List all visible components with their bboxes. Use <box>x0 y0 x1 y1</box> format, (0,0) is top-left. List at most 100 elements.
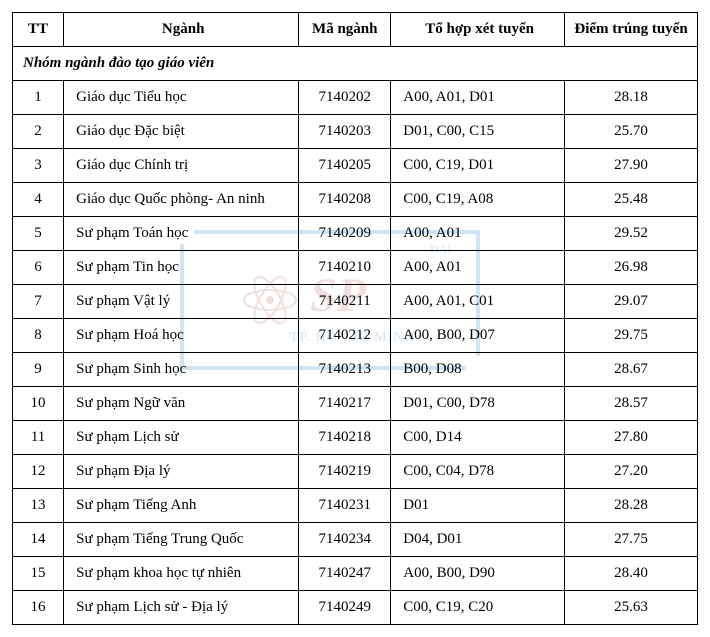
cell-combo: A00, A01 <box>391 217 565 251</box>
cell-combo: A00, A01 <box>391 251 565 285</box>
cell-tt: 16 <box>13 591 64 625</box>
cell-tt: 4 <box>13 183 64 217</box>
cell-combo: D04, D01 <box>391 523 565 557</box>
table-row: 8Sư phạm Hoá học7140212A00, B00, D0729.7… <box>13 319 698 353</box>
cell-code: 7140231 <box>299 489 391 523</box>
cell-score: 28.40 <box>565 557 698 591</box>
group-label: Nhóm ngành đào tạo giáo viên <box>13 47 698 81</box>
table-row: 1Giáo dục Tiểu học7140202A00, A01, D0128… <box>13 81 698 115</box>
cell-name: Giáo dục Chính trị <box>64 149 299 183</box>
header-code: Mã ngành <box>299 13 391 47</box>
cell-tt: 15 <box>13 557 64 591</box>
cell-code: 7140219 <box>299 455 391 489</box>
cell-name: Sư phạm khoa học tự nhiên <box>64 557 299 591</box>
cell-code: 7140208 <box>299 183 391 217</box>
header-tt: TT <box>13 13 64 47</box>
cell-name: Sư phạm Hoá học <box>64 319 299 353</box>
cell-name: Sư phạm Vật lý <box>64 285 299 319</box>
cell-score: 25.48 <box>565 183 698 217</box>
cell-tt: 1 <box>13 81 64 115</box>
table-row: 6Sư phạm Tin học7140210A00, A0126.98 <box>13 251 698 285</box>
cell-score: 27.20 <box>565 455 698 489</box>
cell-code: 7140249 <box>299 591 391 625</box>
cell-code: 7140209 <box>299 217 391 251</box>
cell-tt: 9 <box>13 353 64 387</box>
cell-code: 7140234 <box>299 523 391 557</box>
table-row: 12Sư phạm Địa lý7140219C00, C04, D7827.2… <box>13 455 698 489</box>
cell-score: 25.63 <box>565 591 698 625</box>
cell-combo: C00, C19, D01 <box>391 149 565 183</box>
cell-combo: C00, C19, A08 <box>391 183 565 217</box>
table-row: 13Sư phạm Tiếng Anh7140231D0128.28 <box>13 489 698 523</box>
cell-code: 7140218 <box>299 421 391 455</box>
header-score: Điểm trúng tuyển <box>565 13 698 47</box>
cell-tt: 7 <box>13 285 64 319</box>
cell-name: Sư phạm Ngữ văn <box>64 387 299 421</box>
cell-code: 7140203 <box>299 115 391 149</box>
table-row: 14Sư phạm Tiếng Trung Quốc7140234D04, D0… <box>13 523 698 557</box>
cell-combo: C00, D14 <box>391 421 565 455</box>
cell-combo: A00, B00, D07 <box>391 319 565 353</box>
cell-tt: 10 <box>13 387 64 421</box>
table-row: 5Sư phạm Toán học7140209A00, A0129.52 <box>13 217 698 251</box>
cell-name: Sư phạm Lịch sử - Địa lý <box>64 591 299 625</box>
table-row: 10Sư phạm Ngữ văn7140217D01, C00, D7828.… <box>13 387 698 421</box>
cell-tt: 13 <box>13 489 64 523</box>
cell-combo: A00, A01, C01 <box>391 285 565 319</box>
cell-tt: 2 <box>13 115 64 149</box>
cell-name: Giáo dục Tiểu học <box>64 81 299 115</box>
table-row: 4Giáo dục Quốc phòng- An ninh7140208C00,… <box>13 183 698 217</box>
cell-name: Sư phạm Tiếng Anh <box>64 489 299 523</box>
table-row: 7Sư phạm Vật lý7140211A00, A01, C0129.07 <box>13 285 698 319</box>
cell-tt: 5 <box>13 217 64 251</box>
cell-code: 7140202 <box>299 81 391 115</box>
cell-code: 7140210 <box>299 251 391 285</box>
cell-score: 28.18 <box>565 81 698 115</box>
cell-score: 25.70 <box>565 115 698 149</box>
header-combo: Tổ hợp xét tuyển <box>391 13 565 47</box>
table-row: 15Sư phạm khoa học tự nhiên7140247A00, B… <box>13 557 698 591</box>
cell-name: Sư phạm Lịch sử <box>64 421 299 455</box>
cell-score: 27.90 <box>565 149 698 183</box>
table-row: 11Sư phạm Lịch sử7140218C00, D1427.80 <box>13 421 698 455</box>
cell-name: Sư phạm Tin học <box>64 251 299 285</box>
cell-score: 28.57 <box>565 387 698 421</box>
cell-tt: 8 <box>13 319 64 353</box>
cell-code: 7140212 <box>299 319 391 353</box>
cell-tt: 12 <box>13 455 64 489</box>
cell-combo: C00, C19, C20 <box>391 591 565 625</box>
cell-combo: C00, C04, D78 <box>391 455 565 489</box>
table-row: 9Sư phạm Sinh học7140213B00, D0828.67 <box>13 353 698 387</box>
cell-score: 26.98 <box>565 251 698 285</box>
cell-code: 7140247 <box>299 557 391 591</box>
cell-tt: 14 <box>13 523 64 557</box>
cell-score: 28.67 <box>565 353 698 387</box>
table-row: 3Giáo dục Chính trị7140205C00, C19, D012… <box>13 149 698 183</box>
cell-combo: D01 <box>391 489 565 523</box>
cell-name: Sư phạm Toán học <box>64 217 299 251</box>
cell-name: Giáo dục Quốc phòng- An ninh <box>64 183 299 217</box>
header-row: TT Ngành Mã ngành Tổ hợp xét tuyển Điểm … <box>13 13 698 47</box>
cell-combo: A00, B00, D90 <box>391 557 565 591</box>
cell-combo: D01, C00, D78 <box>391 387 565 421</box>
cell-name: Sư phạm Tiếng Trung Quốc <box>64 523 299 557</box>
cell-score: 28.28 <box>565 489 698 523</box>
cell-tt: 6 <box>13 251 64 285</box>
cell-score: 29.52 <box>565 217 698 251</box>
cell-score: 27.80 <box>565 421 698 455</box>
cell-code: 7140211 <box>299 285 391 319</box>
table-row: 16Sư phạm Lịch sử - Địa lý7140249C00, C1… <box>13 591 698 625</box>
cell-score: 29.07 <box>565 285 698 319</box>
cell-code: 7140217 <box>299 387 391 421</box>
cell-tt: 3 <box>13 149 64 183</box>
table-row: 2Giáo dục Đặc biệt7140203D01, C00, C1525… <box>13 115 698 149</box>
cell-code: 7140213 <box>299 353 391 387</box>
cell-score: 29.75 <box>565 319 698 353</box>
cell-score: 27.75 <box>565 523 698 557</box>
header-name: Ngành <box>64 13 299 47</box>
cell-combo: B00, D08 <box>391 353 565 387</box>
cell-combo: D01, C00, C15 <box>391 115 565 149</box>
cell-code: 7140205 <box>299 149 391 183</box>
cell-name: Sư phạm Địa lý <box>64 455 299 489</box>
cell-name: Sư phạm Sinh học <box>64 353 299 387</box>
